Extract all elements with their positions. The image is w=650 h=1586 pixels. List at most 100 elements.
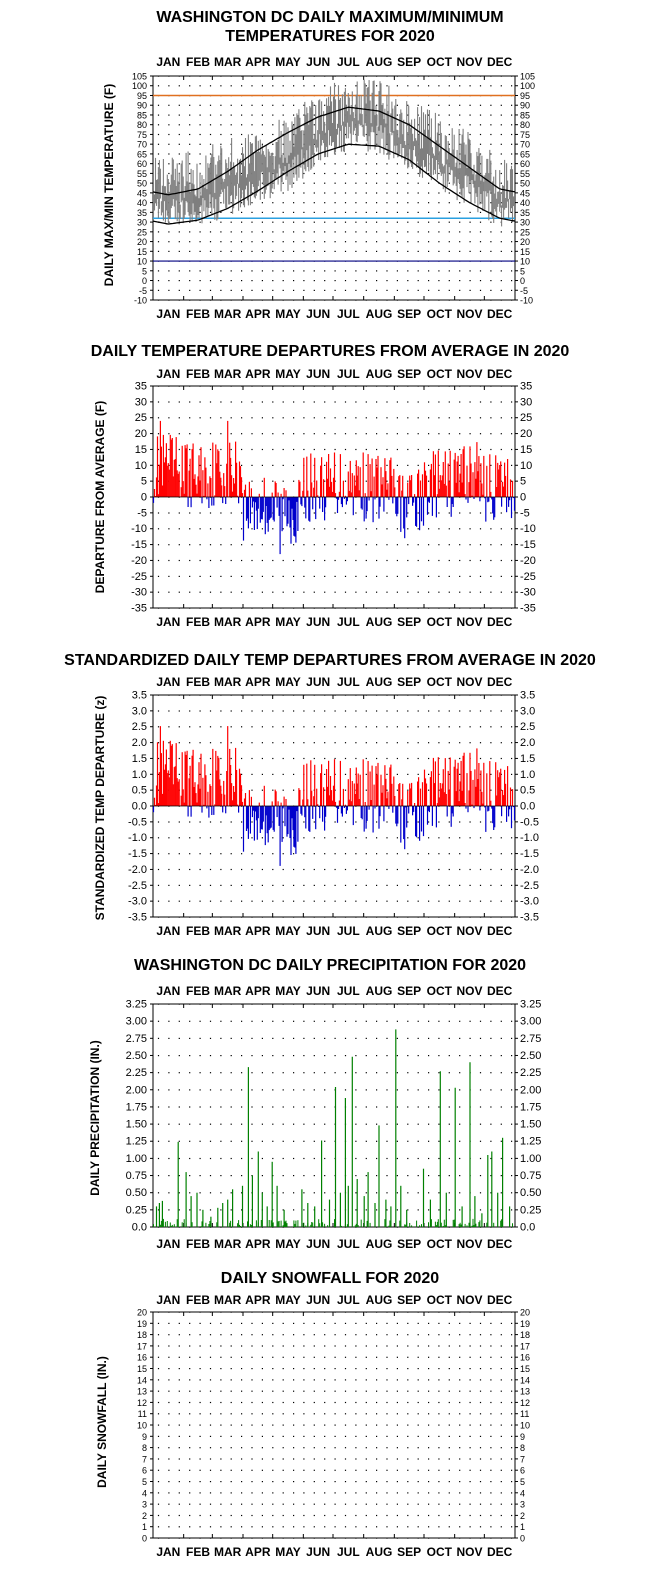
grid-dot <box>293 1055 295 1057</box>
grid-dot <box>189 1356 191 1358</box>
grid-dot <box>365 544 367 546</box>
grid-dot <box>407 299 409 301</box>
grid-dot <box>417 1226 419 1228</box>
y-tick-label-left: -1.0 <box>128 832 147 844</box>
grid-dot <box>209 1020 212 1022</box>
grid-dot <box>251 192 253 194</box>
grid-dot <box>241 1226 243 1228</box>
grid-dot <box>376 821 378 823</box>
grid-dot <box>199 289 201 291</box>
grid-dot <box>417 401 419 403</box>
grid-dot <box>428 1175 430 1177</box>
grid-dot <box>334 1020 336 1022</box>
grid-dot <box>386 1089 388 1091</box>
y-tick-label-right: 0.0 <box>520 801 535 813</box>
grid-dot <box>428 1481 430 1483</box>
grid-dot <box>459 211 461 213</box>
grid-dot <box>157 124 160 126</box>
grid-dot <box>344 884 347 886</box>
grid-dot <box>386 1514 388 1517</box>
y-tick-label-left: -10 <box>131 523 147 535</box>
grid-dot <box>479 1503 482 1505</box>
grid-dot <box>479 1055 482 1057</box>
grid-dot <box>220 591 222 593</box>
grid-dot <box>407 401 409 403</box>
grid-dot <box>261 1175 263 1177</box>
grid-dot <box>428 1311 430 1313</box>
grid-dot <box>293 1106 295 1108</box>
grid-dot <box>313 544 315 546</box>
month-label-bottom: AUG <box>366 307 393 321</box>
grid-dot <box>386 241 388 243</box>
grid-dot <box>428 202 430 204</box>
grid-dot <box>282 1192 284 1194</box>
grid-dot <box>157 85 160 87</box>
grid-dot <box>396 202 398 204</box>
grid-dot <box>313 884 315 886</box>
y-tick-label-left: 1.0 <box>132 769 147 781</box>
y-tick-label-right: 0.50 <box>520 1187 541 1199</box>
grid-dot <box>428 1209 430 1211</box>
grid-dot <box>293 1020 295 1022</box>
grid-dot <box>407 1072 409 1074</box>
grid-dot <box>417 591 419 593</box>
grid-dot <box>365 192 367 194</box>
grid-dot <box>417 417 419 419</box>
grid-dot <box>220 1192 222 1194</box>
grid-dot <box>272 172 274 175</box>
grid-dot <box>189 559 191 562</box>
grid-dot <box>396 1537 398 1539</box>
y-tick-label-right: 40 <box>520 198 530 208</box>
grid-dot <box>251 1157 253 1160</box>
grid-dot <box>428 591 430 593</box>
grid-dot <box>469 916 471 918</box>
y-tick-label-right: 0 <box>520 1534 525 1544</box>
grid-dot <box>407 1157 409 1160</box>
grid-dot <box>344 837 347 839</box>
grid-dot <box>344 433 347 435</box>
grid-dot <box>189 401 191 403</box>
month-label-top: JUN <box>306 675 330 689</box>
grid-dot <box>199 1055 201 1057</box>
grid-dot <box>209 884 212 886</box>
grid-dot <box>490 1311 492 1313</box>
grid-dot <box>303 1514 305 1517</box>
grid-dot <box>157 1140 160 1142</box>
grid-dot <box>282 1447 284 1449</box>
grid-dot <box>396 773 398 775</box>
grid-dot <box>428 1379 430 1381</box>
grid-dot <box>500 607 502 609</box>
grid-dot <box>428 1469 430 1471</box>
grid-dot <box>500 710 502 712</box>
grid-dot <box>261 1055 263 1057</box>
grid-dot <box>178 1458 180 1460</box>
grid-dot <box>448 85 450 87</box>
grid-dot <box>282 1368 284 1370</box>
grid-dot <box>272 853 274 855</box>
grid-dot <box>365 1447 367 1449</box>
grid-dot <box>303 1055 305 1057</box>
grid-dot <box>261 231 263 233</box>
grid-dot <box>313 241 315 243</box>
grid-dot <box>168 1345 170 1347</box>
grid-dot <box>282 241 284 243</box>
grid-dot <box>448 1356 450 1358</box>
grid-dot <box>282 821 284 823</box>
grid-dot <box>500 114 502 116</box>
y-tick-label-left: 20 <box>137 1308 147 1318</box>
grid-dot <box>251 1106 253 1108</box>
grid-dot <box>365 1072 367 1074</box>
standardized-chart-ylabel: STANDARDIZED TEMP DEPARTURE (z) <box>93 696 107 921</box>
grid-dot <box>220 726 222 728</box>
grid-dot <box>313 916 315 918</box>
grid-dot <box>324 163 326 165</box>
grid-dot <box>459 1175 461 1177</box>
grid-dot <box>407 789 409 791</box>
grid-dot <box>178 591 180 593</box>
grid-dot <box>272 868 274 871</box>
grid-dot <box>469 837 471 839</box>
grid-dot <box>438 221 440 223</box>
grid-dot <box>157 1311 160 1313</box>
y-tick-label-left: 2.00 <box>126 1084 147 1096</box>
snowfall-chart-ylabel: DAILY SNOWFALL (IN.) <box>95 1356 109 1488</box>
